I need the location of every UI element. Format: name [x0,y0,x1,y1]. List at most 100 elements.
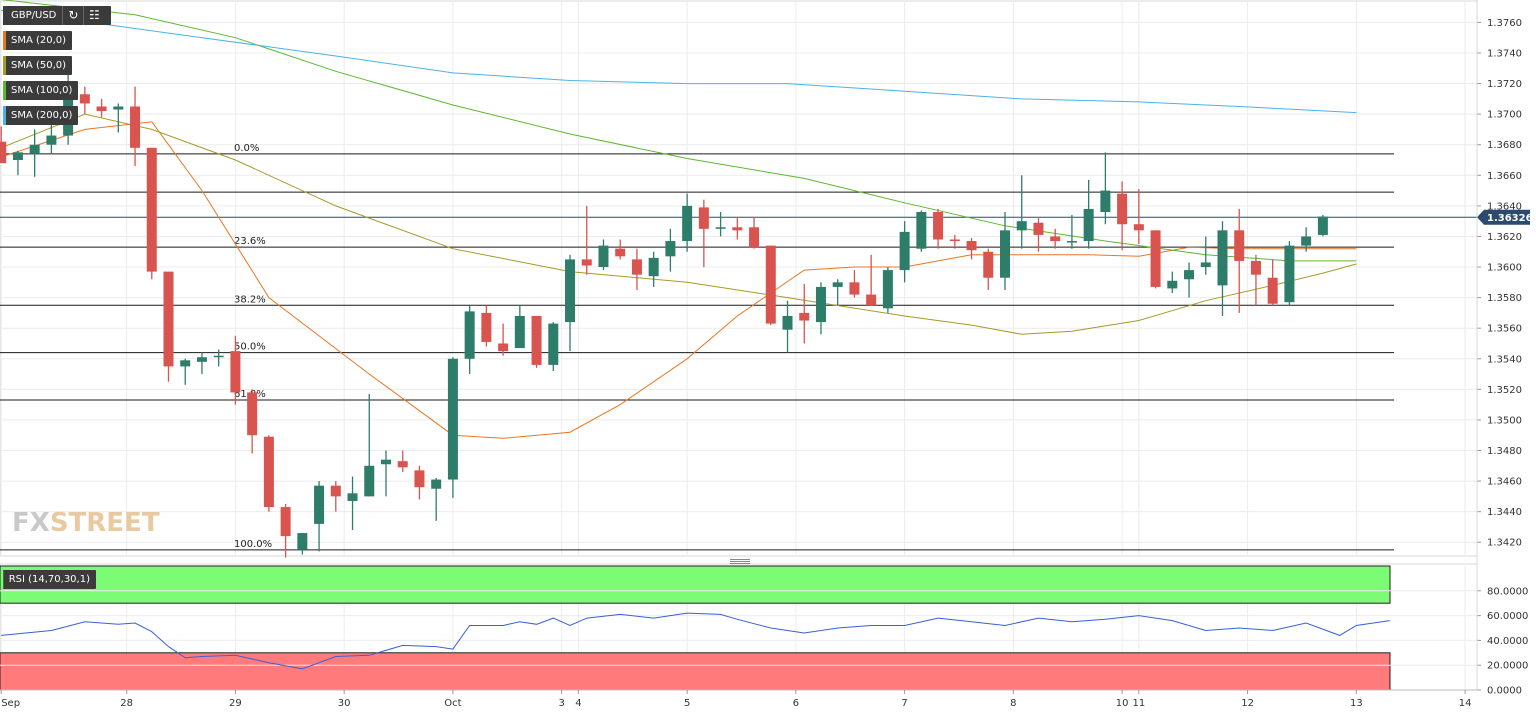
candle [1150,230,1161,289]
rsi-y-tick-label: 40.0000 [1487,636,1528,647]
candle [29,129,40,177]
fibonacci-label: 0.0% [234,143,259,154]
rsi-label: RSI (14,70,30,1) [8,574,90,585]
candle [531,315,542,368]
y-tick-label: 1.3560 [1487,324,1522,335]
legend-item-sma[interactable]: SMA (20,0) [3,31,73,50]
candle-body [380,459,391,465]
legend-label: SMA (100,0) [11,85,73,96]
rsi-legend[interactable]: RSI (14,70,30,1) [3,570,96,589]
candle [933,208,944,249]
last-price-label: 1.36326 [1487,213,1533,224]
candle [180,358,191,385]
candle [330,481,341,512]
symbol-legend[interactable]: GBP/USD ↻ ☷ [3,6,111,25]
candle-body [1234,230,1245,261]
candle-body [765,245,776,324]
candle-body [1133,224,1144,231]
candle [1083,179,1094,249]
candle [364,393,375,497]
candle-body [364,465,375,497]
candle-body [882,270,893,309]
fxstreet-watermark: FXSTREET [12,508,160,538]
candle-body [397,461,408,468]
candle [565,254,576,352]
candle [983,248,994,290]
candle-body [698,207,709,229]
candle [765,245,776,326]
candle-body [79,94,90,104]
candle [598,239,609,271]
candle-body [983,251,994,278]
candle-body [113,106,124,110]
legend-item-sma[interactable]: SMA (200,0) [3,106,79,125]
candle-body [1267,277,1278,304]
candle [130,86,141,167]
last-price-tag-bg [1477,209,1530,225]
candle [146,147,157,280]
candle-body [1016,221,1027,231]
candle-body [749,227,760,248]
candle-body [1066,241,1077,243]
y-tick-label: 1.3720 [1487,79,1522,90]
candle-body [130,106,141,148]
candle-body [1050,236,1061,242]
settings-icon[interactable]: ☷ [83,6,104,25]
candle [113,103,124,133]
candle-body [949,239,960,242]
watermark-fx: FX [12,508,50,538]
candle-body [815,286,826,323]
candle-body [531,315,542,365]
x-tick-label: 7 [901,698,907,709]
symbol-label: GBP/USD [11,10,57,21]
candle-body [1250,260,1261,275]
candle [1000,211,1010,290]
candle-body [498,343,509,352]
legend-label: SMA (20,0) [11,35,67,46]
candle [163,271,174,382]
legend-label: SMA (50,0) [11,60,67,71]
x-tick-label: 10 [1116,698,1129,709]
y-tick-label: 1.3700 [1487,110,1522,121]
candle [380,450,391,497]
candle [815,282,826,335]
candle-body [1301,236,1312,246]
candle [799,283,810,344]
candle [715,211,726,237]
pane-splitter-handle[interactable] [730,558,750,564]
x-tick-label: 5 [684,698,690,709]
x-tick-label: 28 [120,698,133,709]
candle [498,323,509,356]
candle [1250,254,1261,306]
candle-body [213,355,224,358]
candle [631,248,642,290]
legend-item-sma[interactable]: SMA (50,0) [3,56,73,75]
candle [949,234,960,249]
legend-label: SMA (200,0) [11,110,73,121]
candle-body [263,436,274,508]
candle [347,476,358,531]
candle-body [146,147,157,272]
legend-item-sma[interactable]: SMA (100,0) [3,81,79,100]
y-tick-label: 1.3620 [1487,232,1522,243]
candle-body [1000,230,1010,278]
x-tick-label: Oct [444,698,461,709]
refresh-icon[interactable]: ↻ [62,6,83,25]
candle [916,210,927,252]
candle-body [866,294,877,306]
candle [1234,208,1245,313]
candle-body [1167,280,1178,289]
sma-line [1,0,1357,262]
candle-body [1184,270,1195,280]
y-tick-label: 1.3580 [1487,293,1522,304]
candle-body [782,315,793,330]
candle [414,465,425,500]
candle-body [933,211,944,240]
candle-body [682,205,693,242]
candle-body [548,323,559,365]
y-tick-label: 1.3500 [1487,415,1522,426]
candle [866,254,877,306]
candle [79,86,90,115]
rsi-y-tick-label: 0.0000 [1487,686,1522,697]
